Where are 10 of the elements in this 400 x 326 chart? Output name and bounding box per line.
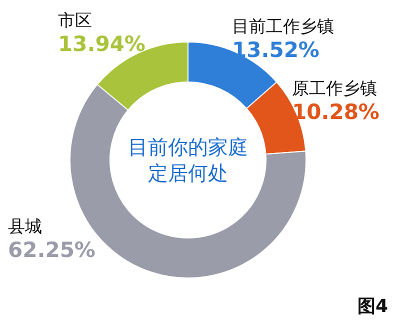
slice-label: 市区 (58, 11, 92, 31)
data-label: 13.52% (232, 38, 320, 62)
text: 目前你的家庭定居何处 (128, 135, 248, 185)
caption: 图4 (357, 296, 388, 317)
data-label: 62.25% (8, 238, 96, 262)
data-label: 10.28% (292, 100, 380, 124)
slice-label: 目前工作乡镇 (232, 17, 334, 37)
slice-label: 原工作乡镇 (292, 79, 377, 99)
slice-label: 县城 (8, 217, 42, 237)
data-label: 13.94% (58, 32, 146, 56)
